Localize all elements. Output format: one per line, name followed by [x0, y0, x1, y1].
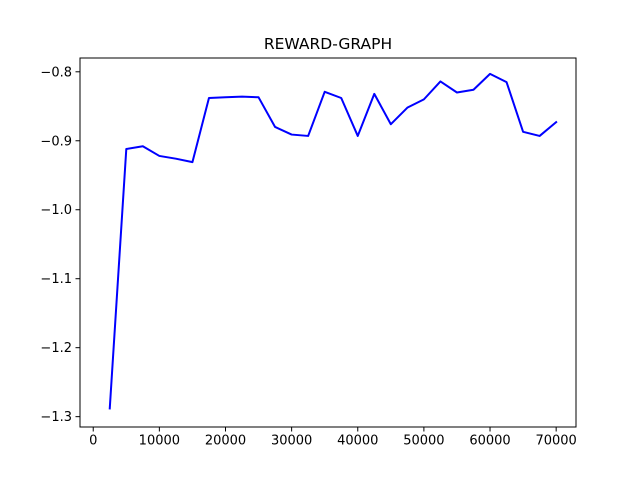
x-tick-label: 30000	[271, 434, 312, 449]
x-tick-label: 10000	[139, 434, 180, 449]
x-tick-label: 70000	[535, 434, 576, 449]
x-tick-label: 50000	[403, 434, 444, 449]
y-tick-label: −0.8	[40, 65, 72, 80]
y-tick-label: −1.1	[40, 272, 72, 287]
y-tick-label: −0.9	[40, 134, 72, 149]
x-tick-label: 60000	[469, 434, 510, 449]
x-tick-label: 20000	[205, 434, 246, 449]
y-tick-label: −1.2	[40, 341, 72, 356]
y-tick-label: −1.0	[40, 203, 72, 218]
x-tick-label: 40000	[337, 434, 378, 449]
chart-title: REWARD-GRAPH	[264, 35, 392, 53]
y-tick-label: −1.3	[40, 410, 72, 425]
x-tick-label: 0	[89, 434, 97, 449]
